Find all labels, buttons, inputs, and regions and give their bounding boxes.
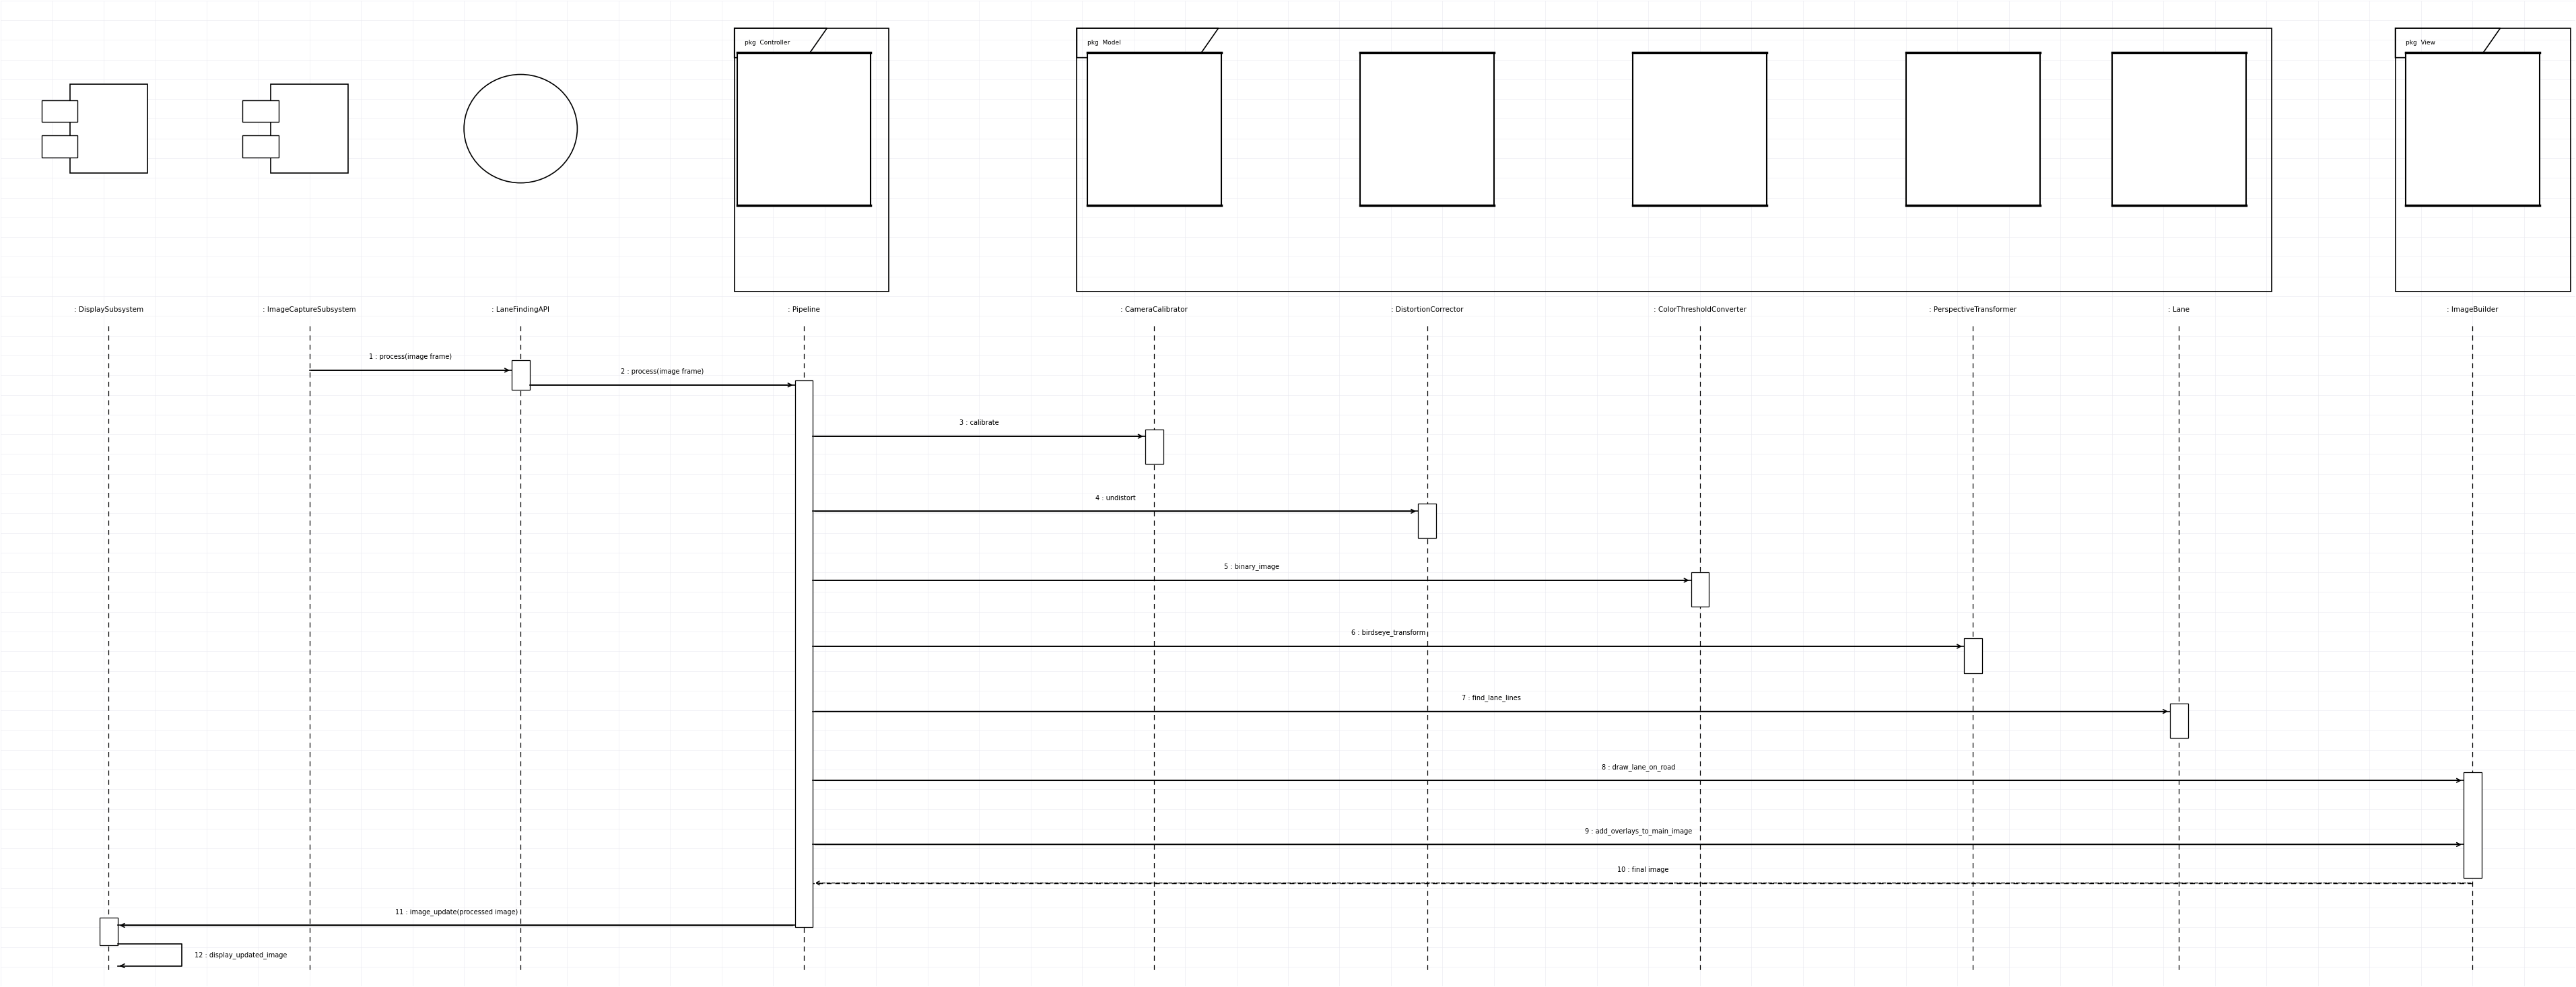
Bar [1906, 52, 2040, 205]
Bar [1690, 572, 1708, 607]
Text: 6 : birdseye_transform: 6 : birdseye_transform [1352, 629, 1425, 637]
Bar [1963, 639, 1981, 673]
Text: 9 : add_overlays_to_main_image: 9 : add_overlays_to_main_image [1584, 827, 1692, 835]
Text: 11 : image_update(processed image): 11 : image_update(processed image) [394, 908, 518, 916]
Bar [1633, 52, 1767, 205]
Text: 5 : binary_image: 5 : binary_image [1224, 563, 1280, 570]
Bar [2396, 28, 2571, 291]
Text: 2 : process(image frame): 2 : process(image frame) [621, 368, 703, 375]
Text: 10 : final image: 10 : final image [1618, 867, 1669, 873]
Bar [242, 135, 278, 157]
Text: : ColorThresholdConverter: : ColorThresholdConverter [1654, 306, 1747, 313]
Text: 8 : draw_lane_on_road: 8 : draw_lane_on_road [1602, 763, 1674, 771]
Text: pkg  View: pkg View [2406, 39, 2434, 46]
Text: : CameraCalibrator: : CameraCalibrator [1121, 306, 1188, 313]
Bar [270, 84, 348, 173]
Bar [242, 100, 278, 121]
Text: 7 : find_lane_lines: 7 : find_lane_lines [1461, 694, 1520, 702]
Text: 1 : process(image frame): 1 : process(image frame) [368, 353, 451, 360]
Text: : Pipeline: : Pipeline [788, 306, 819, 313]
Bar [100, 918, 118, 946]
Bar [1360, 52, 1494, 205]
Bar [513, 360, 531, 390]
Text: : Lane: : Lane [2169, 306, 2190, 313]
Text: : LaneFindingAPI: : LaneFindingAPI [492, 306, 549, 313]
Text: : DistortionCorrector: : DistortionCorrector [1391, 306, 1463, 313]
Bar [1146, 429, 1164, 464]
Text: pkg  Controller: pkg Controller [744, 39, 791, 46]
Bar [70, 84, 147, 173]
Bar [41, 100, 77, 121]
Bar [41, 135, 77, 157]
Bar [2169, 704, 2187, 738]
Bar [1077, 28, 2272, 291]
Bar [796, 380, 814, 928]
Text: : ImageCaptureSubsystem: : ImageCaptureSubsystem [263, 306, 355, 313]
Text: : ImageBuilder: : ImageBuilder [2447, 306, 2499, 313]
Text: : PerspectiveTransformer: : PerspectiveTransformer [1929, 306, 2017, 313]
Text: 4 : undistort: 4 : undistort [1095, 494, 1136, 501]
Bar [1417, 503, 1435, 538]
Bar [2463, 773, 2481, 878]
Text: 12 : display_updated_image: 12 : display_updated_image [196, 951, 289, 958]
Bar [737, 52, 871, 205]
Text: : DisplaySubsystem: : DisplaySubsystem [75, 306, 144, 313]
Bar [1087, 52, 1221, 205]
Bar [734, 28, 889, 291]
Bar [2112, 52, 2246, 205]
Bar [2406, 52, 2540, 205]
Text: pkg  Model: pkg Model [1087, 39, 1121, 46]
Text: 3 : calibrate: 3 : calibrate [958, 419, 999, 426]
